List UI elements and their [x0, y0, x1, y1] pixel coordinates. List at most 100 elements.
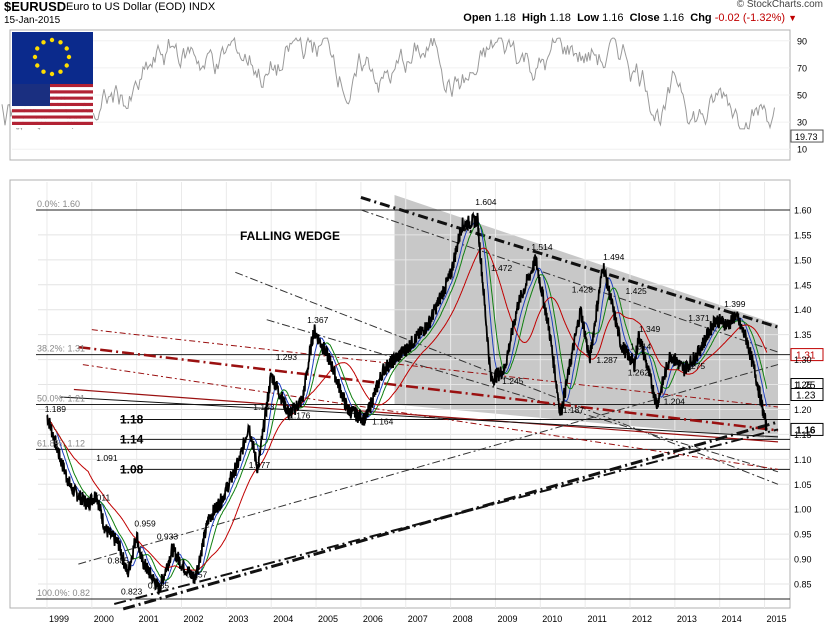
flag-stripe: [12, 96, 93, 100]
date-label: 15-Jan-2015: [4, 15, 61, 26]
high-label: High: [522, 12, 547, 24]
trend-line: [82, 364, 779, 470]
trend-line: [113, 428, 779, 605]
trend-line: [235, 271, 779, 485]
flag-star: [64, 46, 69, 51]
price-peak-label: 1.011: [90, 493, 111, 503]
indicator-last-value: 19.73: [795, 132, 818, 142]
y-tick-label: 1.15: [794, 430, 812, 440]
trend-line: [266, 319, 779, 473]
credit-label[interactable]: © StockCharts.com: [736, 0, 823, 10]
x-tick-label: 2002: [183, 614, 203, 624]
price-peak-label: 1.187: [563, 405, 585, 415]
y-tick-label: 1.10: [794, 455, 812, 465]
x-tick-label: 2005: [318, 614, 338, 624]
price-peak-label: 1.189: [45, 404, 67, 414]
price-peak-label: 0.835: [148, 581, 170, 591]
price-peak-label: 0.933: [157, 532, 179, 542]
trend-line: [360, 209, 779, 353]
close-value: 1.16: [662, 12, 685, 24]
y-tick-label: 1.45: [794, 280, 812, 290]
price-peak-label: 1.293: [276, 352, 298, 362]
flag-stripe: [12, 125, 93, 129]
down-triangle-icon: ▼: [788, 13, 797, 23]
y-tick-label: 1.30: [794, 355, 812, 365]
price-peak-label: 1.428: [572, 285, 594, 295]
x-tick-label: 2015: [767, 614, 787, 624]
indicator-series: [1, 36, 775, 131]
last-value-box: [790, 348, 824, 362]
description-text: Euro to US Dollar (EOD): [66, 1, 186, 13]
trend-lines: [36, 196, 790, 611]
chart-title: FALLING WEDGE: [240, 229, 340, 243]
price-peak-label: 1.425: [626, 286, 648, 296]
indicator-tick-label: 70: [797, 63, 807, 73]
y-tick-label: 1.35: [794, 330, 812, 340]
x-tick-label: 2010: [542, 614, 562, 624]
price-peak-label: 1.204: [664, 396, 686, 406]
y-tick-label: 1.50: [794, 255, 812, 265]
support-label: 1.08: [120, 462, 144, 476]
flag-star: [41, 69, 46, 74]
flag-stripe: [12, 118, 93, 122]
flag-star: [58, 40, 63, 45]
y-tick-label: 1.05: [794, 480, 812, 490]
flag-star: [64, 63, 69, 68]
flag-star: [32, 54, 38, 60]
x-tick-label: 2006: [363, 614, 383, 624]
flag-star: [41, 40, 46, 45]
exchange-text: INDX: [188, 1, 216, 13]
x-tick-label: 2004: [273, 614, 293, 624]
price-peak-label: 1.399: [724, 299, 746, 309]
flag-stripe: [12, 90, 93, 94]
price-peak-label: 1.193: [253, 402, 275, 412]
retracement-level-label: 61.8%: 1.12: [37, 438, 85, 448]
price-peak-label: 0.823: [121, 587, 143, 597]
flag-stripe: [12, 84, 93, 88]
flag-star: [58, 69, 63, 74]
support-label: 1.18: [120, 412, 144, 426]
indicator-tick-label: 30: [797, 118, 807, 128]
x-tick-label: 2008: [453, 614, 473, 624]
low-value: 1.16: [602, 12, 624, 24]
last-value-label: 1.25: [796, 381, 816, 392]
flag-stripe: [12, 109, 93, 113]
price-peak-label: 1.604: [475, 197, 497, 207]
y-tick-label: 1.40: [794, 305, 812, 315]
y-tick-label: 1.55: [794, 230, 812, 240]
price-peak-label: 0.885: [108, 556, 130, 566]
grid-lines: [12, 40, 790, 608]
last-value-label: 1.23: [796, 391, 816, 402]
indicator-tick-label: 50: [797, 91, 807, 101]
chg-value: -0.02 (-1.32%): [714, 12, 786, 24]
support-label: 1.14: [120, 432, 144, 446]
last-value-box: [790, 388, 824, 402]
flag-star: [35, 46, 40, 51]
price-peak-label: 1.275: [684, 361, 706, 371]
retracement-level-label: 50.0%: 1.21: [37, 393, 85, 403]
price-peak-label: 0.857: [186, 570, 208, 580]
price-peak-label: 1.077: [249, 460, 271, 470]
flag-stripe: [12, 115, 93, 119]
x-tick-label: 2001: [139, 614, 159, 624]
price-peak-label: 1.164: [372, 416, 394, 426]
chg-label: Chg: [690, 12, 712, 24]
x-tick-label: 1999: [49, 614, 69, 624]
flag-stripe: [12, 102, 93, 107]
flag-stripe: [12, 106, 93, 110]
flag-star: [35, 63, 40, 68]
price-peak-label: 1.091: [96, 453, 118, 463]
axes: 1.60 1.55 1.50 1.45 1.40 1.35 1.30 1.25 1.20 1.15…: [49, 36, 812, 624]
indicator-line: [1, 36, 775, 131]
x-tick-label: 2007: [408, 614, 428, 624]
price-line: [46, 211, 768, 595]
price-peak-label: 1.262: [628, 368, 650, 378]
x-tick-label: 2011: [587, 614, 606, 624]
indicator-tick-label: 90: [797, 36, 807, 46]
flag-star: [49, 37, 55, 43]
last-value-box: [790, 422, 824, 436]
price-peak-label: 1.371: [688, 313, 710, 323]
x-tick-label: 2013: [677, 614, 697, 624]
price-peak-label: 1.245: [502, 376, 524, 386]
